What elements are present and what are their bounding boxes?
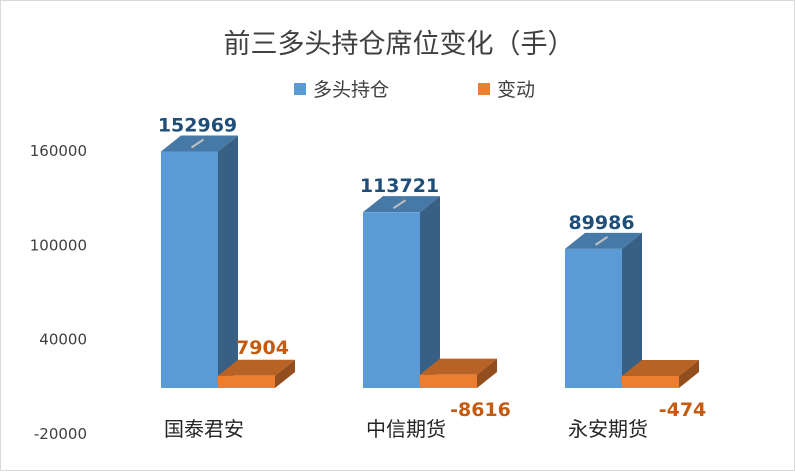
x-category-label: 中信期货 <box>366 417 446 441</box>
data-label-leader <box>594 236 609 246</box>
chart-title: 前三多头持仓席位变化（手） <box>224 29 575 60</box>
legend-label-0: 多头持仓 <box>313 79 389 101</box>
bar-top-face <box>622 360 699 376</box>
x-category-label: 永安期货 <box>568 417 648 441</box>
x-axis: 国泰君安 中信期货 永安期货 <box>164 417 648 441</box>
bar-front-face <box>420 374 477 388</box>
bar-top-face <box>420 358 497 375</box>
bar-front-face <box>161 151 218 388</box>
data-label: -8616 <box>450 399 511 421</box>
y-tick-label: 40000 <box>39 331 87 349</box>
bar-top-face <box>363 196 440 213</box>
legend-swatch-0 <box>294 83 306 95</box>
data-label-leader <box>392 199 407 210</box>
legend-swatch-1 <box>478 83 490 95</box>
legend: 多头持仓 变动 <box>294 79 535 101</box>
bar-side-face <box>477 358 497 388</box>
data-label: 7904 <box>236 337 289 359</box>
bar-0-0 <box>161 135 238 388</box>
bar-side-face <box>218 135 238 388</box>
bar-side-face <box>679 360 699 388</box>
bar-top-face <box>565 232 642 249</box>
bar-1-2 <box>622 360 699 388</box>
bar-side-face <box>420 196 440 388</box>
bars <box>161 135 699 388</box>
x-category-label: 国泰君安 <box>164 417 244 441</box>
bar-top-face <box>218 359 295 376</box>
data-labels: 152969 7904 113721 -8616 89986 -474 <box>158 115 706 421</box>
bar-side-face <box>275 359 295 388</box>
y-tick-label: 160000 <box>30 142 87 160</box>
data-label: 89986 <box>568 212 634 234</box>
bar-1-0 <box>218 359 295 388</box>
bar-top-face <box>161 135 238 152</box>
legend-label-1: 变动 <box>497 79 535 101</box>
bar-front-face <box>565 248 622 388</box>
y-tick-label: 100000 <box>30 236 87 254</box>
bar-1-1 <box>420 358 497 388</box>
data-label: 152969 <box>158 115 237 137</box>
bar-front-face <box>363 212 420 388</box>
y-axis: -20000 40000 100000 160000 <box>30 142 87 443</box>
y-tick-label: -20000 <box>34 425 87 443</box>
bar-front-face <box>622 376 679 388</box>
bar-side-face <box>622 232 642 388</box>
data-label-leader <box>190 138 205 149</box>
bar-0-2 <box>565 232 642 388</box>
bar-front-face <box>218 375 275 388</box>
data-label: 113721 <box>360 175 439 197</box>
bar-0-1 <box>363 196 440 388</box>
data-label: -474 <box>659 399 707 421</box>
